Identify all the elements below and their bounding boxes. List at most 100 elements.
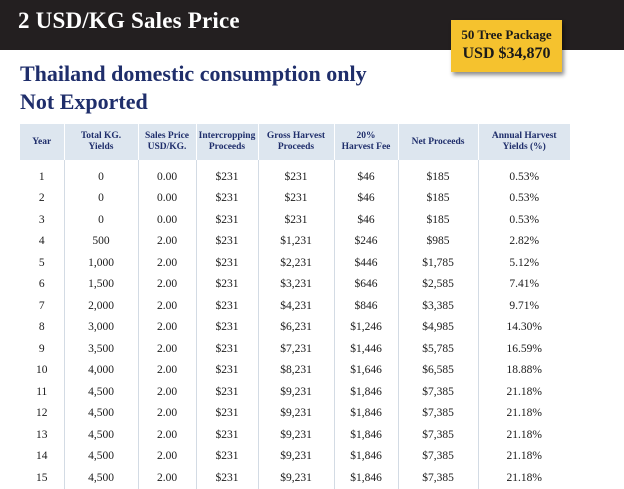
table-body: 1 0 0.00 $231 $231 $46 $185 0.53% 2 0 0.00 $231 $231… — [20, 160, 570, 489]
table-cell: 21.18% — [477, 445, 570, 467]
table-cell: $1,846 — [333, 424, 398, 446]
table-cell: $185 — [397, 187, 478, 209]
table-cell: $231 — [257, 160, 334, 188]
table-cell: 15 — [36, 471, 48, 484]
table-cell: 1 — [38, 170, 45, 183]
table-cell: 2.00 — [137, 467, 196, 489]
table-cell: 21.18% — [477, 402, 570, 424]
table-cell: 0 — [63, 187, 138, 209]
table-row: 1 0 0.00 $231 $231 $46 $185 0.53% — [20, 160, 570, 188]
table-cell: 21.18% — [477, 381, 570, 403]
table-cell: $7,385 — [397, 467, 478, 489]
yield-table-container: Year Total KG. Yields Sales Price USD/KG. Int… — [20, 124, 570, 489]
table-row: 2 0 0.00 $231 $231 $46 $185 0.53% — [20, 187, 570, 209]
table-row: 3 0 0.00 $231 $231 $46 $185 0.53% — [20, 209, 570, 231]
headline-line-1: Thailand domestic consumption only — [20, 61, 367, 86]
table-cell: 0.53% — [477, 209, 570, 231]
table-cell: 4,500 — [63, 402, 138, 424]
table-cell: 9.71% — [477, 295, 570, 317]
table-cell: $2,585 — [397, 273, 478, 295]
table-row: 9 3,500 2.00 $231 $7,231 $1,446 $5,785 16.59% — [20, 338, 570, 360]
package-badge: 50 Tree Package USD $34,870 — [451, 20, 562, 72]
table-cell: 14.30% — [477, 316, 570, 338]
table-cell: 1,500 — [63, 273, 138, 295]
column-header-line: Harvest Fee — [341, 142, 391, 152]
package-title: 50 Tree Package — [461, 27, 552, 42]
column-header-line: Total KG. — [80, 131, 122, 141]
table-row: 10 4,000 2.00 $231 $8,231 $1,646 $6,585 18.88% — [20, 359, 570, 381]
table-cell: 2 — [38, 192, 45, 205]
column-header-line: Annual Harvest — [491, 131, 557, 141]
table-cell: $2,231 — [257, 252, 334, 274]
table-cell: $231 — [195, 252, 258, 274]
table-cell: $1,846 — [333, 402, 398, 424]
table-cell: 0.00 — [137, 209, 196, 231]
table-cell: $9,231 — [257, 381, 334, 403]
table-cell: $3,231 — [257, 273, 334, 295]
table-cell: $185 — [397, 209, 478, 231]
table-cell: 2.00 — [137, 273, 196, 295]
table-row: 7 2,000 2.00 $231 $4,231 $846 $3,385 9.71% — [20, 295, 570, 317]
column-header: Total KG. Yields — [63, 124, 138, 160]
column-header-line: Proceeds — [208, 142, 246, 152]
table-cell: $246 — [333, 230, 398, 252]
table-cell: $231 — [195, 160, 258, 188]
table-cell: 0.53% — [477, 187, 570, 209]
table-cell: $9,231 — [257, 424, 334, 446]
table-cell: $231 — [257, 209, 334, 231]
table-cell: $46 — [333, 209, 398, 231]
table-cell: $231 — [195, 295, 258, 317]
table-cell: 2.00 — [137, 424, 196, 446]
table-row: 14 4,500 2.00 $231 $9,231 $1,846 $7,385 21.18% — [20, 445, 570, 467]
table-cell: $46 — [333, 160, 398, 188]
table-cell: 2.00 — [137, 230, 196, 252]
table-cell: $231 — [195, 467, 258, 489]
table-cell: 16.59% — [477, 338, 570, 360]
table-cell: $231 — [195, 338, 258, 360]
column-header: Net Proceeds — [397, 124, 478, 160]
table-cell: $7,385 — [397, 402, 478, 424]
table-cell: $185 — [397, 160, 478, 188]
table-cell: $7,385 — [397, 445, 478, 467]
headline: Thailand domestic consumption only Not E… — [20, 60, 367, 116]
column-header-line: Proceeds — [277, 142, 315, 152]
table-cell: $985 — [397, 230, 478, 252]
table-cell: $8,231 — [257, 359, 334, 381]
column-header-line: Year — [32, 136, 52, 147]
table-cell: 2.82% — [477, 230, 570, 252]
column-header: 20% Harvest Fee — [333, 124, 398, 160]
table-cell: $231 — [195, 316, 258, 338]
table-cell: $1,446 — [333, 338, 398, 360]
yield-table: Year Total KG. Yields Sales Price USD/KG. Int… — [20, 124, 570, 489]
table-cell: $1,231 — [257, 230, 334, 252]
table-cell: $231 — [195, 187, 258, 209]
table-cell: 6 — [38, 278, 45, 291]
column-header: Gross Harvest Proceeds — [257, 124, 334, 160]
table-cell: $231 — [195, 402, 258, 424]
table-cell: 2.00 — [137, 316, 196, 338]
table-row: 15 4,500 2.00 $231 $9,231 $1,846 $7,385 21.18% — [20, 467, 570, 489]
table-cell: 500 — [63, 230, 138, 252]
table-row: 6 1,500 2.00 $231 $3,231 $646 $2,585 7.41% — [20, 273, 570, 295]
table-cell: $231 — [195, 381, 258, 403]
column-header-line: Sales Price — [144, 131, 190, 141]
table-cell: 0.00 — [137, 187, 196, 209]
headline-line-2: Not Exported — [20, 89, 148, 114]
table-cell: 4,500 — [63, 467, 138, 489]
table-cell: 2.00 — [137, 381, 196, 403]
table-cell: $6,231 — [257, 316, 334, 338]
column-header-line: Yields (%) — [502, 142, 546, 152]
table-cell: 1,000 — [63, 252, 138, 274]
table-cell: 21.18% — [477, 424, 570, 446]
table-cell: $7,385 — [397, 424, 478, 446]
table-cell: 0 — [63, 160, 138, 188]
table-cell: 7.41% — [477, 273, 570, 295]
table-cell: $9,231 — [257, 445, 334, 467]
table-cell: $6,585 — [397, 359, 478, 381]
table-cell: $1,846 — [333, 381, 398, 403]
column-header: Annual Harvest Yields (%) — [477, 124, 570, 160]
table-row: 5 1,000 2.00 $231 $2,231 $446 $1,785 5.12% — [20, 252, 570, 274]
table-cell: $46 — [333, 187, 398, 209]
table-row: 11 4,500 2.00 $231 $9,231 $1,846 $7,385 21.18% — [20, 381, 570, 403]
table-cell: 4,500 — [63, 381, 138, 403]
